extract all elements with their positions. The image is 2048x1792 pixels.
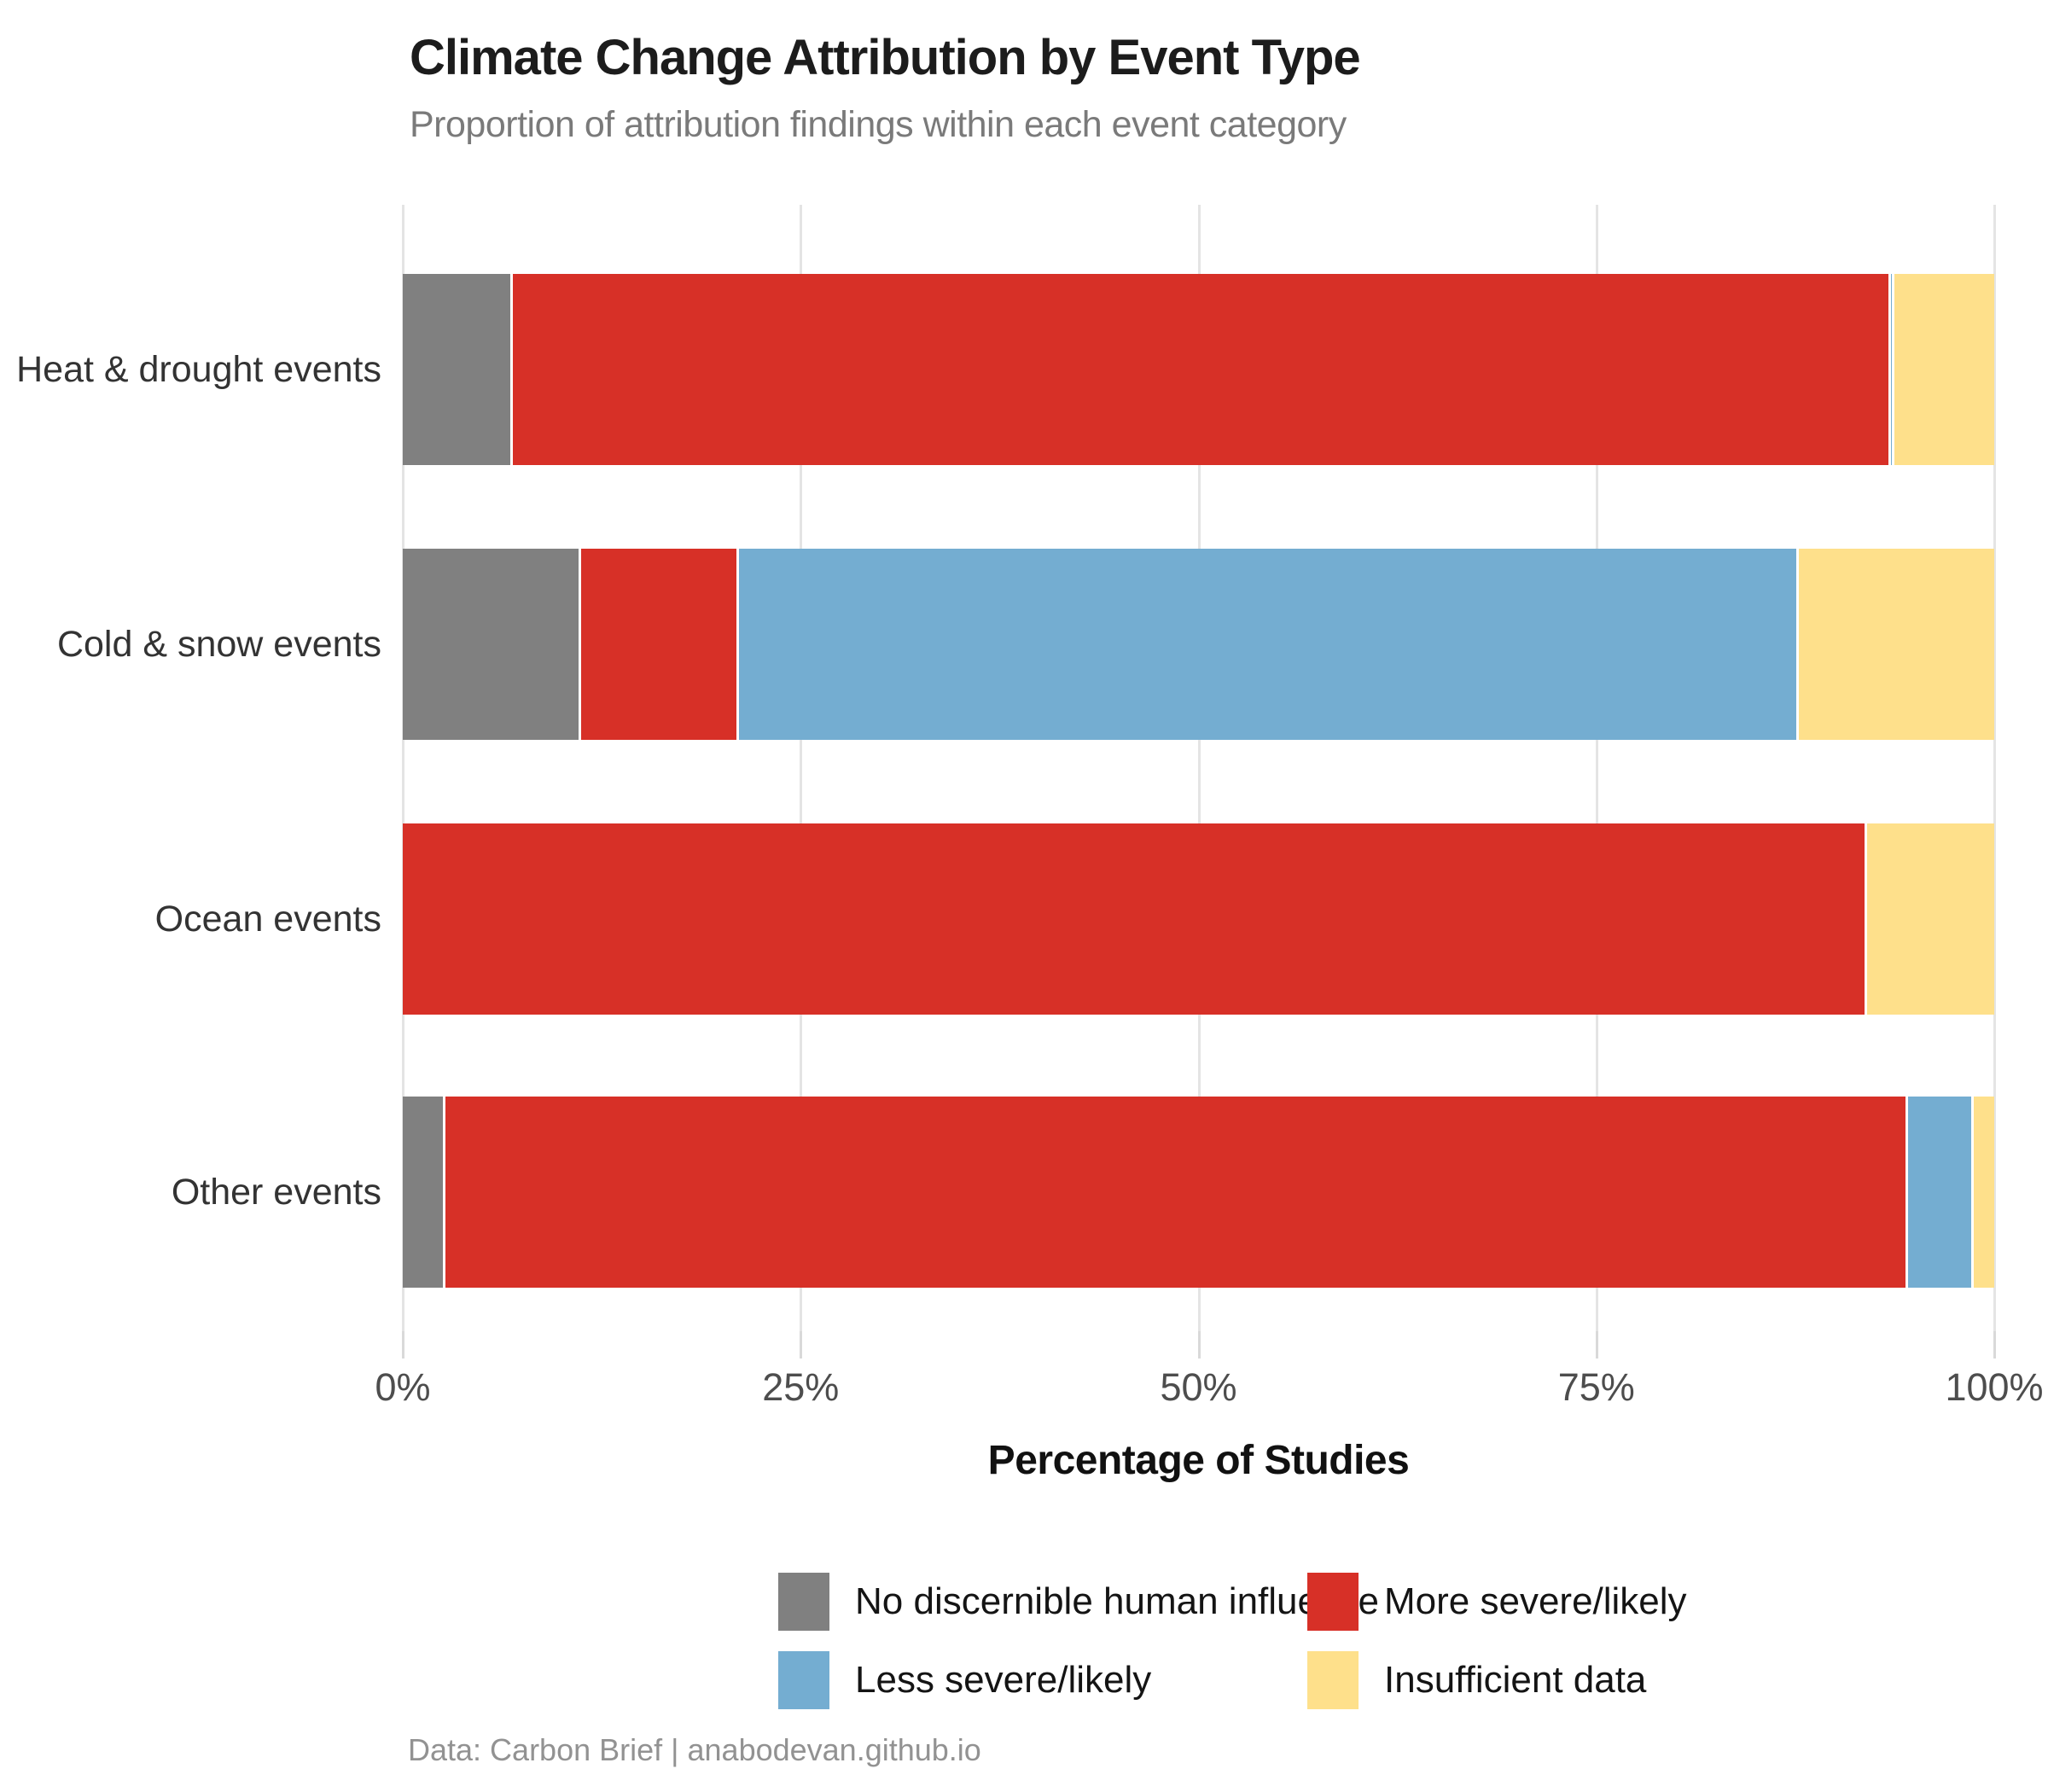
bar-segment	[1973, 1097, 1994, 1288]
bar-segment	[403, 274, 513, 465]
bar-segment	[403, 823, 1867, 1015]
legend-item: More severe/likely	[1307, 1573, 1687, 1631]
legend-swatch	[1307, 1651, 1359, 1709]
bar-row	[403, 549, 1994, 740]
x-tick-label: 50%	[1160, 1365, 1237, 1409]
plot-area	[402, 205, 1996, 1331]
grid-line	[1993, 205, 1996, 1331]
x-tick-mark	[1993, 1331, 1996, 1359]
bar-row	[403, 823, 1994, 1015]
legend-label: No discernible human influence	[855, 1580, 1379, 1622]
grid-line	[800, 205, 803, 1331]
bar-row	[403, 1097, 1994, 1288]
x-tick-label: 75%	[1557, 1365, 1635, 1409]
legend-label: Insufficient data	[1384, 1659, 1647, 1701]
bar-segment	[1866, 823, 1994, 1015]
legend-label: More severe/likely	[1384, 1580, 1687, 1622]
bar-segment	[1798, 549, 1994, 740]
chart-title: Climate Change Attribution by Event Type	[410, 30, 1361, 85]
bar-segment	[1908, 1097, 1974, 1288]
legend-item: Insufficient data	[1307, 1651, 1646, 1709]
x-tick-mark	[1197, 1331, 1201, 1359]
grid-line	[402, 205, 404, 1331]
y-axis-label: Other events	[171, 1172, 381, 1213]
grid-line	[1197, 205, 1201, 1331]
bar-segment	[738, 549, 1799, 740]
x-tick-mark	[800, 1331, 803, 1359]
bar-segment	[1890, 274, 1894, 465]
x-tick-label: 100%	[1945, 1365, 2044, 1409]
bar-segment	[1894, 274, 1994, 465]
x-axis-title: Percentage of Studies	[987, 1438, 1410, 1483]
source-caption: Data: Carbon Brief | anabodevan.github.i…	[408, 1732, 981, 1767]
legend-swatch	[778, 1573, 829, 1631]
y-axis-label: Ocean events	[154, 899, 381, 940]
grid-line	[1595, 205, 1598, 1331]
legend-label: Less severe/likely	[855, 1659, 1152, 1701]
x-tick-mark	[402, 1331, 404, 1359]
y-axis-label: Cold & snow events	[56, 624, 381, 665]
bar-segment	[403, 549, 581, 740]
legend-swatch	[1307, 1573, 1359, 1631]
bar-row	[403, 274, 1994, 465]
legend-swatch	[778, 1651, 829, 1709]
chart-subtitle: Proportion of attribution findings withi…	[410, 104, 1347, 145]
bar-segment	[512, 274, 1891, 465]
x-tick-mark	[1595, 1331, 1598, 1359]
x-tick-label: 25%	[762, 1365, 840, 1409]
legend-item: Less severe/likely	[778, 1651, 1151, 1709]
bar-segment	[580, 549, 739, 740]
x-tick-label: 0%	[375, 1365, 431, 1409]
y-axis-label: Heat & drought events	[16, 349, 381, 390]
bar-segment	[403, 1097, 446, 1288]
bar-segment	[445, 1097, 1909, 1288]
legend-item: No discernible human influence	[778, 1573, 1379, 1631]
